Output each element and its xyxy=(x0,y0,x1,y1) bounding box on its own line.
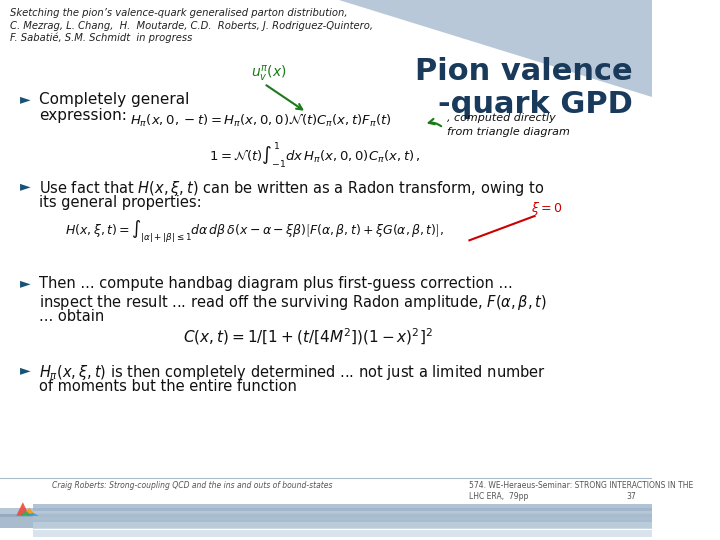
Text: expression:: expression: xyxy=(39,108,127,123)
Text: 37: 37 xyxy=(626,491,636,501)
Text: from triangle diagram: from triangle diagram xyxy=(446,127,570,137)
Bar xyxy=(32,513,652,520)
Text: Craig Roberts: Strong-coupling QCD and the ins and outs of bound-states: Craig Roberts: Strong-coupling QCD and t… xyxy=(52,481,333,490)
Bar xyxy=(32,504,652,511)
FancyBboxPatch shape xyxy=(0,482,652,495)
Text: Pion valence
-quark GPD: Pion valence -quark GPD xyxy=(415,57,632,119)
Text: LHC ERA,  79pp: LHC ERA, 79pp xyxy=(469,491,528,501)
Text: $H(x,\xi,t) = \int_{|\alpha|+|\beta|\leq 1} d\alpha\,d\beta\,\delta(x-\alpha-\xi: $H(x,\xi,t) = \int_{|\alpha|+|\beta|\leq… xyxy=(66,219,444,245)
Bar xyxy=(32,530,652,537)
Text: $H_\pi(x,0,-t) = H_\pi(x,0,0)\mathcal{N}(t)C_\pi(x,t)F_\pi(t)$: $H_\pi(x,0,-t) = H_\pi(x,0,0)\mathcal{N}… xyxy=(130,112,392,129)
Text: Completely general: Completely general xyxy=(39,92,189,107)
Text: Then ... compute handbag diagram plus first-guess correction ...: Then ... compute handbag diagram plus fi… xyxy=(39,276,513,292)
Text: C. Mezrag, L. Chang,  H.  Moutarde, C.D.  Roberts, J. Rodriguez-Quintero,: C. Mezrag, L. Chang, H. Moutarde, C.D. R… xyxy=(10,21,373,31)
FancyBboxPatch shape xyxy=(0,492,652,506)
Text: Sketching the pion’s valence-quark generalised parton distribution,: Sketching the pion’s valence-quark gener… xyxy=(10,8,347,18)
Text: ►: ► xyxy=(19,179,30,193)
Text: 574. WE-Heraeus-Seminar: STRONG INTERACTIONS IN THE: 574. WE-Heraeus-Seminar: STRONG INTERACT… xyxy=(469,481,693,490)
Polygon shape xyxy=(19,511,32,516)
Text: ►: ► xyxy=(19,363,30,377)
Bar xyxy=(32,522,652,529)
Text: of moments but the entire function: of moments but the entire function xyxy=(39,379,297,394)
Text: , computed directly: , computed directly xyxy=(446,113,555,124)
Polygon shape xyxy=(26,513,39,516)
Polygon shape xyxy=(17,502,30,516)
Text: ►: ► xyxy=(19,92,30,106)
Text: ►: ► xyxy=(19,276,30,291)
Text: ... obtain: ... obtain xyxy=(39,309,104,324)
FancyBboxPatch shape xyxy=(0,503,652,517)
Text: Use fact that $H(x,\xi,t)$ can be written as a Radon transform, owing to: Use fact that $H(x,\xi,t)$ can be writte… xyxy=(39,179,544,198)
Text: its general properties:: its general properties: xyxy=(39,195,202,211)
Bar xyxy=(0,470,652,508)
Text: $u_v^{\pi}(x)$: $u_v^{\pi}(x)$ xyxy=(251,64,287,84)
Text: $H_\pi(x,\xi,t)$ is then completely determined ... not just a limited number: $H_\pi(x,\xi,t)$ is then completely dete… xyxy=(39,363,546,382)
Text: $1 = \mathcal{N}(t)\int_{-1}^{1} dx\, H_\pi(x,0,0)C_\pi(x,t)\,,$: $1 = \mathcal{N}(t)\int_{-1}^{1} dx\, H_… xyxy=(209,140,420,170)
Polygon shape xyxy=(339,0,652,97)
Polygon shape xyxy=(23,508,36,516)
Text: $C(x,t) = 1/[1+(t/[4M^2])(1-x)^2]^2$: $C(x,t) = 1/[1+(t/[4M^2])(1-x)^2]^2$ xyxy=(183,327,433,347)
Text: F. Sabatié, S.M. Schmidt  in progress: F. Sabatié, S.M. Schmidt in progress xyxy=(10,32,192,43)
Text: $\xi=0$: $\xi=0$ xyxy=(531,200,563,217)
Text: inspect the result ... read off the surviving Radon amplitude, $F(\alpha,\beta,t: inspect the result ... read off the surv… xyxy=(39,293,547,312)
FancyBboxPatch shape xyxy=(0,514,652,528)
